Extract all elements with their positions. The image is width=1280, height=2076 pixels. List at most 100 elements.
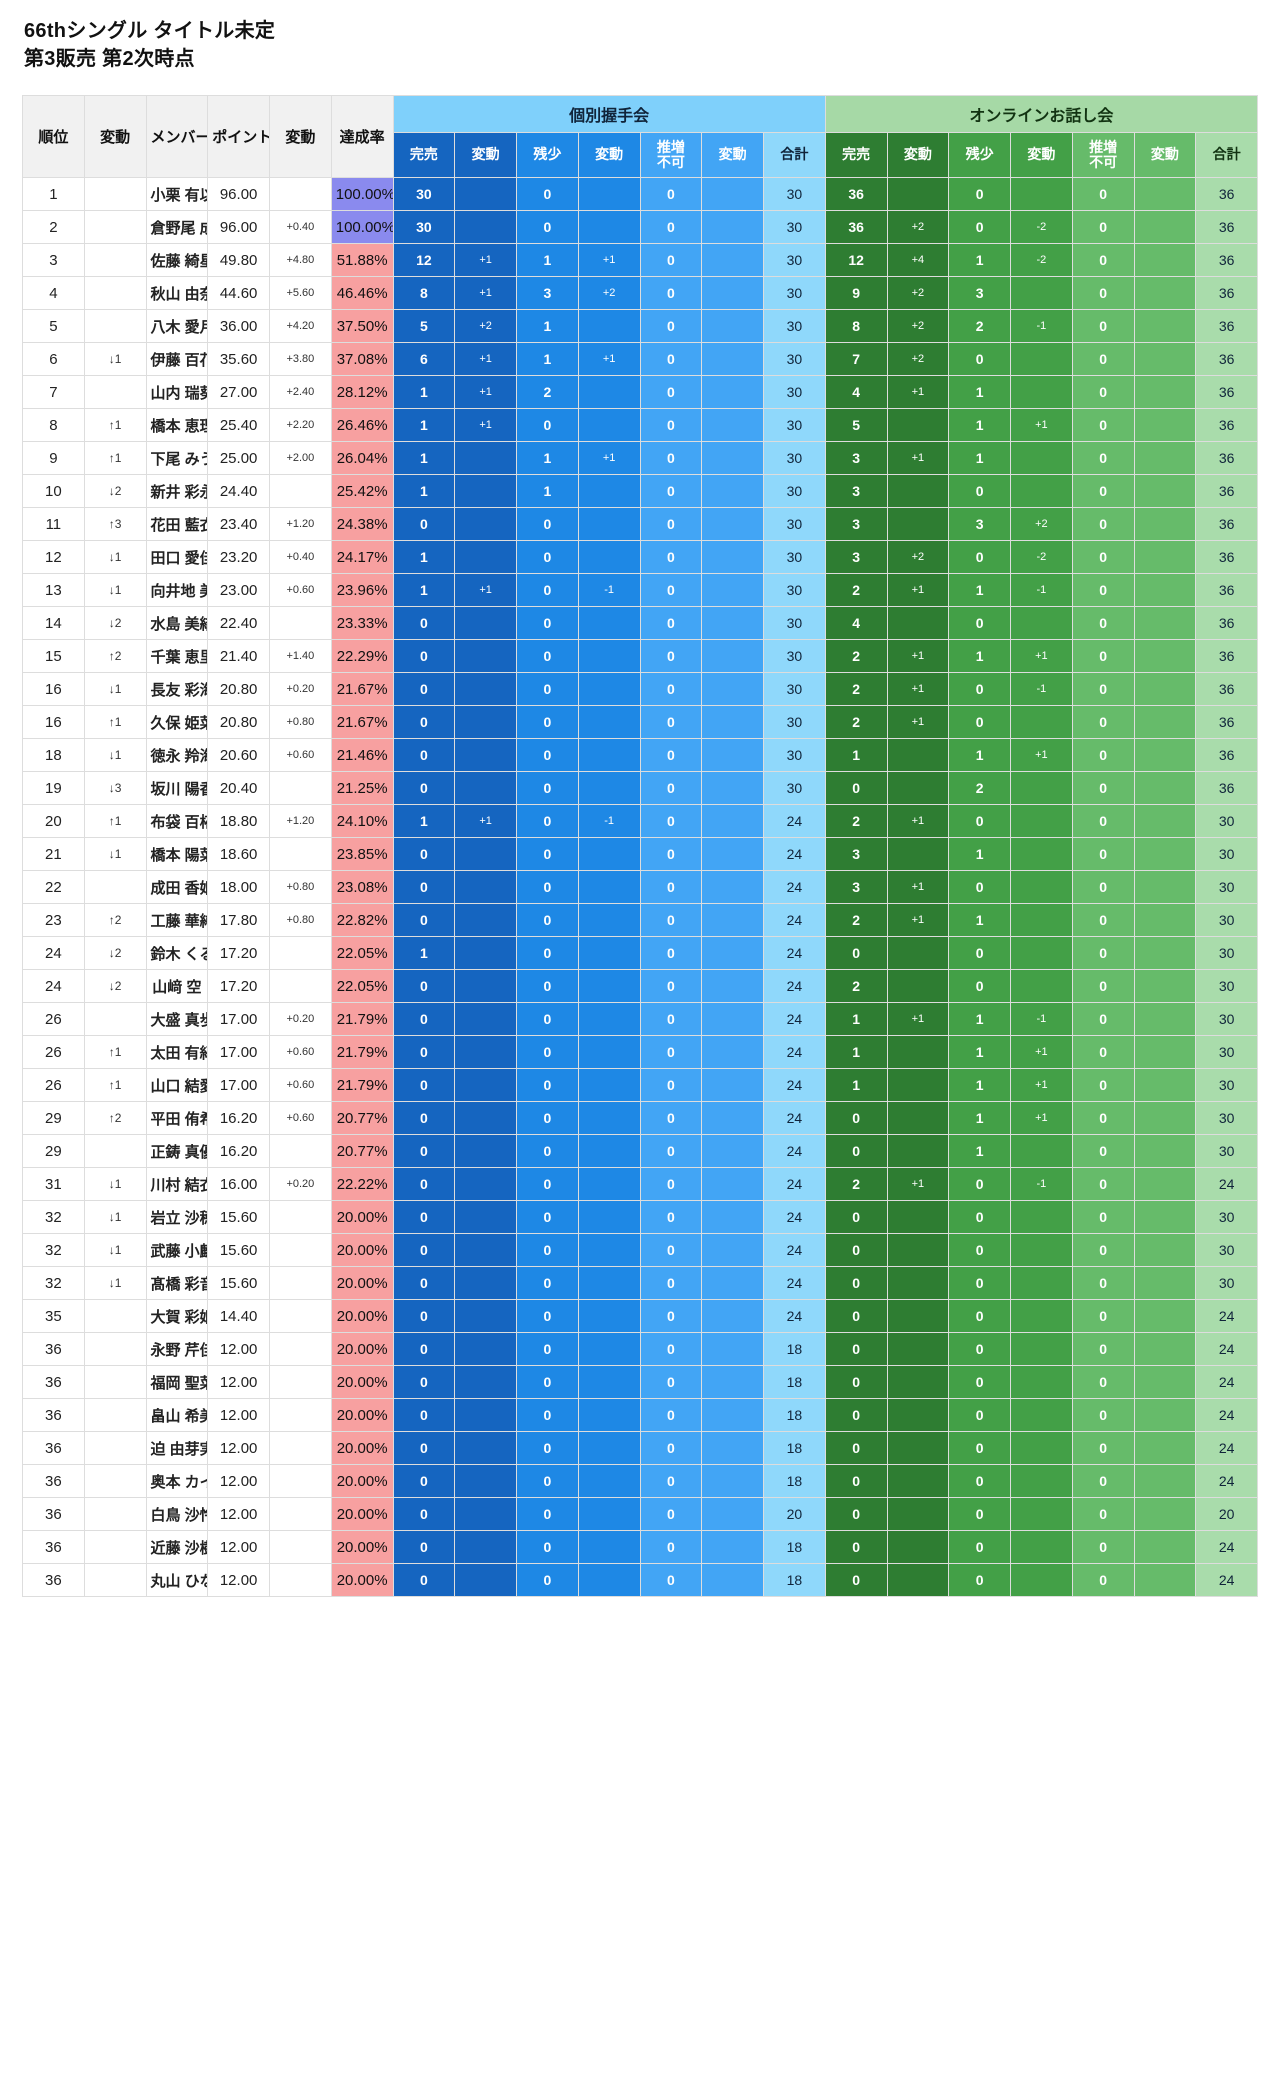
cell-rank: 2: [22, 210, 85, 245]
cell-rank-change: ↓1: [83, 342, 147, 377]
cell-ol-lowstock: 1: [948, 1002, 1011, 1037]
cell-hs-lowstock-change: [577, 1233, 641, 1268]
cell-hs-lowstock: 0: [516, 870, 579, 905]
cell-ol-no-increase-change: [1133, 375, 1197, 410]
cell-points-change: +3.80: [269, 342, 332, 377]
cell-hs-lowstock: 0: [516, 1002, 579, 1037]
cell-hs-soldout-change: [454, 705, 517, 740]
cell-ol-soldout: 0: [824, 1563, 888, 1598]
cell-ol-soldout-change: +1: [886, 804, 950, 839]
cell-member-name: 新井 彩永: [145, 474, 209, 509]
cell-points: 17.20: [207, 936, 270, 971]
cell-ol-no-increase-change: [1133, 870, 1197, 905]
subcol-hs-lowstock-change: 変動: [577, 132, 641, 179]
cell-points-change: +0.20: [269, 1167, 332, 1202]
cell-points-change: [269, 1134, 332, 1169]
cell-hs-soldout-change: [454, 1266, 517, 1301]
cell-rank: 36: [22, 1563, 85, 1598]
cell-ol-soldout-change: [886, 606, 950, 641]
cell-ol-lowstock: 0: [948, 804, 1011, 839]
cell-ol-lowstock-change: +1: [1010, 1035, 1073, 1070]
cell-hs-no-increase: 0: [639, 573, 703, 608]
cell-hs-no-increase: 0: [639, 1431, 703, 1466]
ranking-table: 順位 変動 メンバー名 ポイント 変動 達成率 個別握手会 オンラインお話し会 …: [22, 95, 1259, 1598]
cell-ol-no-increase-change: [1133, 903, 1197, 938]
cell-hs-soldout: 1: [392, 408, 456, 443]
cell-ol-soldout-change: +2: [886, 210, 950, 245]
cell-ol-lowstock-change: [1010, 1266, 1073, 1301]
cell-hs-soldout-change: +1: [454, 804, 517, 839]
subcol-ol-no-increase: 推増 不可: [1071, 132, 1135, 179]
cell-ol-no-increase: 0: [1071, 1563, 1135, 1598]
cell-points-change: [269, 969, 332, 1004]
cell-ol-no-increase: 0: [1071, 1002, 1135, 1037]
cell-ol-lowstock-change: +1: [1010, 408, 1073, 443]
cell-rank-change: ↑1: [83, 441, 147, 476]
cell-ol-soldout-change: [886, 936, 950, 971]
cell-ol-lowstock-change: [1010, 1398, 1073, 1433]
cell-hs-soldout-change: [454, 1134, 517, 1169]
cell-ol-no-increase-change: [1133, 606, 1197, 641]
cell-hs-no-increase-change: [701, 903, 764, 938]
cell-ol-lowstock-change: [1010, 771, 1073, 806]
cell-points: 17.00: [207, 1002, 270, 1037]
cell-rank-change: [83, 870, 147, 905]
cell-points: 16.20: [207, 1101, 270, 1136]
cell-hs-lowstock-change: [577, 408, 641, 443]
cell-hs-no-increase: 0: [639, 1299, 703, 1334]
cell-hs-no-increase-change: [701, 1530, 764, 1565]
cell-rank: 5: [22, 309, 85, 344]
cell-member-name: 近藤 沙樹: [145, 1530, 209, 1565]
cell-ol-total: 20: [1195, 1497, 1258, 1532]
cell-hs-total: 18: [763, 1464, 826, 1499]
group-header-online: オンラインお話し会: [824, 95, 1259, 134]
cell-ol-no-increase-change: [1133, 1431, 1197, 1466]
cell-points-change: [269, 474, 332, 509]
cell-ol-lowstock: 0: [948, 342, 1011, 377]
cell-hs-lowstock: 0: [516, 1464, 579, 1499]
cell-points: 12.00: [207, 1563, 270, 1598]
cell-ol-no-increase-change: [1133, 210, 1197, 245]
cell-hs-soldout: 0: [392, 1200, 456, 1235]
cell-ol-soldout: 3: [824, 870, 888, 905]
cell-achievement-rate: 21.46%: [330, 738, 394, 773]
cell-points-change: +0.40: [269, 210, 332, 245]
cell-member-name: 山内 瑞葵: [145, 375, 209, 410]
cell-hs-no-increase-change: [701, 837, 764, 872]
cell-ol-soldout: 0: [824, 1332, 888, 1367]
cell-rank: 4: [22, 276, 85, 311]
cell-hs-soldout-change: [454, 870, 517, 905]
cell-rank: 35: [22, 1299, 85, 1334]
cell-hs-soldout-change: [454, 1299, 517, 1334]
cell-hs-no-increase: 0: [639, 1497, 703, 1532]
cell-ol-no-increase-change: [1133, 177, 1197, 212]
cell-hs-soldout: 0: [392, 639, 456, 674]
cell-hs-soldout: 0: [392, 1233, 456, 1268]
cell-hs-soldout-change: [454, 606, 517, 641]
subcol-hs-soldout: 完売: [392, 132, 456, 179]
cell-points-change: +4.20: [269, 309, 332, 344]
cell-ol-soldout: 0: [824, 1497, 888, 1532]
cell-points-change: +1.20: [269, 507, 332, 542]
cell-hs-total: 30: [763, 408, 826, 443]
cell-points: 16.20: [207, 1134, 270, 1169]
cell-ol-lowstock: 0: [948, 1233, 1011, 1268]
cell-hs-soldout-change: [454, 540, 517, 575]
cell-ol-total: 30: [1195, 870, 1258, 905]
cell-points-change: +2.40: [269, 375, 332, 410]
cell-hs-soldout: 1: [392, 936, 456, 971]
cell-hs-lowstock-change: [577, 375, 641, 410]
cell-ol-lowstock-change: -1: [1010, 309, 1073, 344]
cell-rank-change: ↓1: [83, 738, 147, 773]
cell-points: 15.60: [207, 1233, 270, 1268]
cell-points: 17.00: [207, 1068, 270, 1103]
cell-ol-no-increase-change: [1133, 1002, 1197, 1037]
cell-hs-no-increase-change: [701, 1068, 764, 1103]
cell-ol-no-increase: 0: [1071, 540, 1135, 575]
cell-ol-soldout: 2: [824, 639, 888, 674]
cell-hs-no-increase: 0: [639, 1233, 703, 1268]
